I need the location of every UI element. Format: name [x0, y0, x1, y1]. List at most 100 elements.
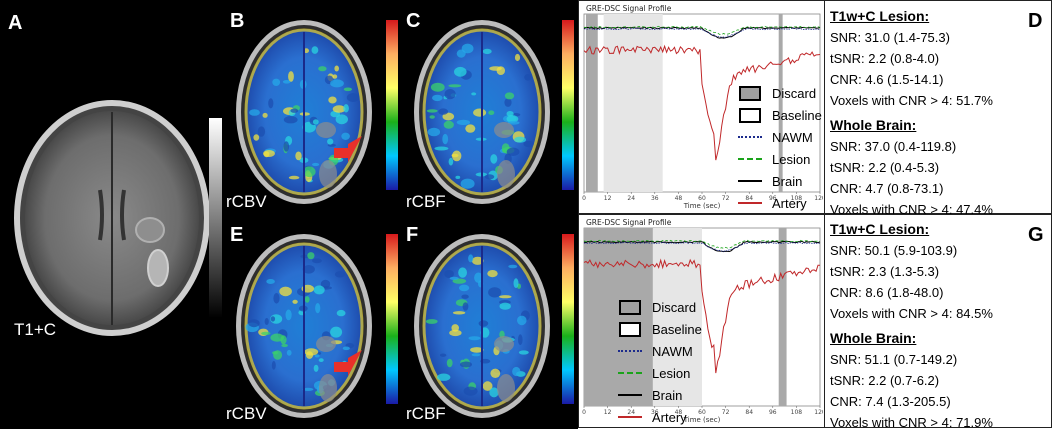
panel-letter-c: C	[406, 10, 421, 32]
brain-tsnr: tSNR: 2.2 (0.7-6.2)	[830, 373, 940, 388]
legend-item: NAWM	[616, 340, 726, 362]
x-tick-label: 120	[814, 195, 823, 202]
panel-e-rcbv-map	[222, 216, 402, 428]
red-arrow-icon	[334, 350, 362, 376]
legend-swatch	[736, 180, 764, 182]
legend-label: Discard	[772, 85, 817, 101]
t1c-brain-image	[14, 100, 222, 336]
caption-t1c: T1+C	[14, 320, 57, 339]
brain-cnr: CNR: 4.7 (0.8-73.1)	[830, 181, 944, 196]
nawm-curve	[584, 27, 821, 38]
panel-letter-f: F	[406, 224, 419, 246]
artery-curve	[583, 44, 821, 161]
legend-swatch	[736, 158, 764, 160]
lesion-curve	[583, 239, 821, 249]
legend-swatch	[736, 85, 764, 101]
x-tick-label: 48	[675, 409, 683, 416]
lesion-tsnr: tSNR: 2.2 (0.8-4.0)	[830, 51, 940, 66]
legend-label: NAWM	[652, 343, 693, 359]
signal-profile-plot-bottom: GRE-DSC Signal Profile 0 12 24 36 48 60 72 84 96 1…	[582, 218, 823, 424]
discard-region	[585, 14, 598, 192]
stats-top: T1w+C Lesion: SNR: 31.0 (1.4-75.3) tSNR:…	[830, 6, 1050, 220]
x-tick-label: 120	[814, 409, 823, 416]
brain-snr: SNR: 37.0 (0.4-119.8)	[830, 139, 957, 154]
discard-region	[778, 228, 787, 406]
red-arrow-icon	[334, 136, 362, 162]
x-tick-label: 36	[651, 195, 659, 202]
discard-region	[584, 228, 653, 406]
caption-rcbf-bottom: rCBF	[406, 404, 446, 423]
brain-heading: Whole Brain:	[830, 117, 917, 133]
brain-curve	[583, 240, 821, 253]
lesion-cnr: CNR: 4.6 (1.5-14.1)	[830, 72, 944, 87]
brain-snr: SNR: 51.1 (0.7-149.2)	[830, 352, 958, 367]
lesion-tsnr: tSNR: 2.3 (1.3-5.3)	[830, 264, 940, 279]
legend-label: Lesion	[772, 151, 811, 167]
x-tick-label: 60	[698, 195, 706, 202]
brain-tsnr: tSNR: 2.2 (0.4-5.3)	[830, 160, 940, 175]
baseline-region	[603, 14, 663, 192]
legend-item: Artery	[616, 406, 726, 428]
legend-label: Artery	[772, 195, 807, 211]
caption-rcbv-bottom: rCBV	[226, 404, 267, 423]
x-tick-label: 84	[745, 409, 753, 416]
lesion-voxels: Voxels with CNR > 4: 51.7%	[830, 93, 993, 108]
lesion-heading: T1w+C Lesion:	[830, 221, 930, 237]
x-tick-label: 48	[675, 195, 683, 202]
x-tick-label: 84	[745, 195, 753, 202]
result-box-bottom	[578, 214, 1052, 428]
legend-swatch	[616, 394, 644, 396]
result-box-top	[578, 0, 1052, 214]
legend-top: Discard Baseline NAWM Lesion Brain Artery	[736, 82, 826, 214]
brain-heading: Whole Brain:	[830, 330, 917, 346]
legend-swatch	[616, 372, 644, 374]
legend-item: Artery	[736, 192, 826, 214]
legend-swatch	[616, 321, 644, 337]
legend-label: Baseline	[652, 321, 702, 337]
legend-label: Discard	[652, 299, 697, 315]
baseline-region	[652, 228, 702, 406]
artery-curve	[583, 258, 820, 374]
panel-letter-d: D	[1028, 10, 1043, 32]
x-tick-label: 96	[769, 195, 777, 202]
x-tick-label: 12	[604, 195, 612, 202]
caption-rcbf-top: rCBF	[406, 192, 446, 211]
panel-letter-g: G	[1028, 224, 1044, 246]
legend-item: Discard	[616, 296, 726, 318]
legend-item: NAWM	[736, 126, 826, 148]
legend-swatch	[616, 350, 644, 352]
x-tick-label: 108	[791, 195, 803, 202]
legend-label: Brain	[772, 173, 803, 189]
x-tick-label: 96	[769, 409, 777, 416]
legend-swatch	[736, 202, 764, 204]
brain-cnr: CNR: 7.4 (1.3-205.5)	[830, 394, 951, 409]
legend-item: Baseline	[736, 104, 826, 126]
lesion-heading: T1w+C Lesion:	[830, 8, 930, 24]
legend-label: Baseline	[772, 107, 822, 123]
panel-c-rcbf-map	[402, 2, 578, 214]
brain-voxels: Voxels with CNR > 4: 71.9%	[830, 415, 993, 430]
box-divider-top	[824, 0, 825, 214]
legend-item: Lesion	[616, 362, 726, 384]
legend-swatch	[616, 299, 644, 315]
x-tick-label: 36	[651, 409, 659, 416]
legend-bottom: Discard Baseline NAWM Lesion Brain Artery	[616, 296, 726, 428]
signal-profile-plot-top: GRE-DSC Signal Profile 0 12 24 36 48 60 72 84 96 1…	[582, 4, 823, 210]
legend-label: NAWM	[772, 129, 813, 145]
x-tick-label: 60	[698, 409, 706, 416]
legend-label: Artery	[652, 409, 687, 425]
stats-bottom: T1w+C Lesion: SNR: 50.1 (5.9-103.9) tSNR…	[830, 219, 1050, 433]
x-axis-label: Time (sec)	[683, 416, 721, 424]
legend-label: Brain	[652, 387, 683, 403]
x-tick-label: 0	[582, 195, 586, 202]
panel-b-rcbv-map	[222, 2, 402, 214]
panel-letter-b: B	[230, 10, 245, 32]
legend-label: Lesion	[652, 365, 691, 381]
x-tick-label: 72	[722, 409, 730, 416]
caption-rcbv-top: rCBV	[226, 192, 267, 211]
x-axis-label: Time (sec)	[683, 202, 721, 210]
lesion-snr: SNR: 50.1 (5.9-103.9)	[830, 243, 958, 258]
panel-letter-e: E	[230, 224, 244, 246]
discard-region	[778, 14, 783, 192]
x-tick-label: 72	[722, 195, 730, 202]
